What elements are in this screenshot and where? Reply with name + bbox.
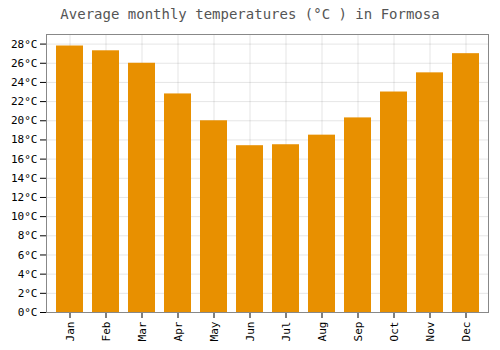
svg-text:Oct: Oct bbox=[388, 322, 401, 342]
html-text:Average monthly temperatures (: Average monthly temperatures (°C ) in Fo… bbox=[60, 6, 440, 22]
svg-text:Feb: Feb bbox=[100, 322, 113, 342]
svg-text:Nov: Nov bbox=[424, 321, 437, 341]
svg-text:Apr: Apr bbox=[172, 321, 185, 341]
svg-text:Dec: Dec bbox=[460, 322, 473, 342]
svg-text:20°C: 20°C bbox=[11, 114, 38, 127]
svg-text:6°C: 6°C bbox=[18, 249, 38, 262]
svg-text:28°C: 28°C bbox=[11, 38, 38, 51]
svg-text:Jul: Jul bbox=[280, 322, 293, 342]
svg-text:14°C: 14°C bbox=[11, 172, 38, 185]
svg-text:Aug: Aug bbox=[316, 322, 329, 342]
svg-text:Sep: Sep bbox=[352, 322, 365, 342]
svg-text:12°C: 12°C bbox=[11, 191, 38, 204]
svg-text:26°C: 26°C bbox=[11, 57, 38, 70]
svg-text:2°C: 2°C bbox=[18, 287, 38, 300]
svg-text:18°C: 18°C bbox=[11, 133, 38, 146]
svg-text:8°C: 8°C bbox=[18, 229, 38, 242]
svg-text:10°C: 10°C bbox=[11, 210, 38, 223]
svg-text:24°C: 24°C bbox=[11, 76, 38, 89]
svg-text:22°C: 22°C bbox=[11, 95, 38, 108]
svg-text:May: May bbox=[208, 321, 221, 341]
svg-text:Mar: Mar bbox=[136, 321, 149, 341]
svg-text:Jan: Jan bbox=[64, 322, 77, 342]
svg-text:16°C: 16°C bbox=[11, 153, 38, 166]
svg-text:Jun: Jun bbox=[244, 322, 257, 342]
svg-text:4°C: 4°C bbox=[18, 268, 38, 281]
svg-text:0°C: 0°C bbox=[18, 306, 38, 319]
